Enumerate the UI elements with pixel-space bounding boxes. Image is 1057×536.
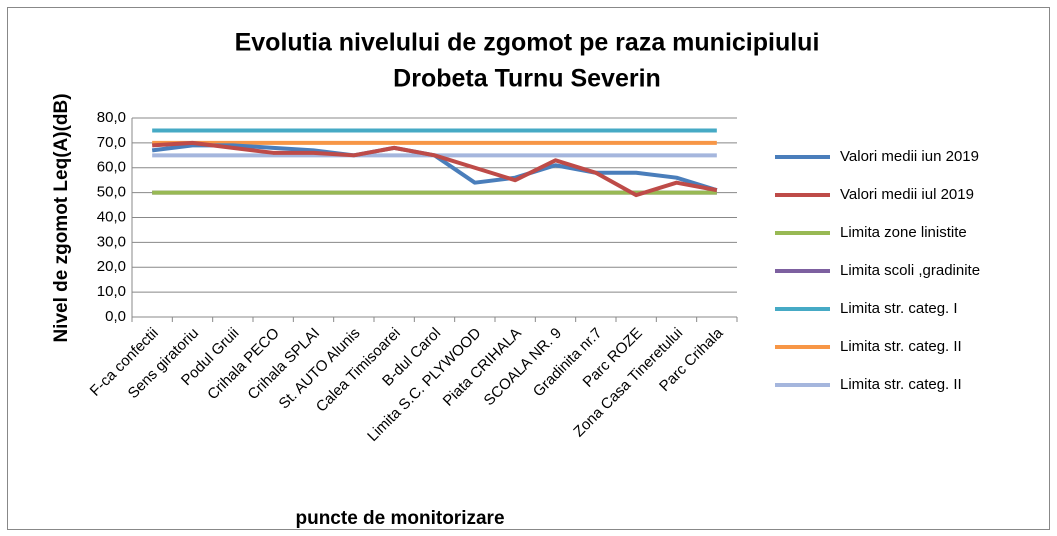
x-axis-title: puncte de monitorizare (295, 508, 504, 529)
legend-label: Valori medii iul 2019 (840, 186, 974, 203)
y-tick-label: 20,0 (97, 258, 126, 275)
y-tick-label: 60,0 (97, 159, 126, 176)
chart-border (7, 7, 1050, 530)
y-tick-label: 50,0 (97, 184, 126, 201)
y-axis-title: Nivel de zgomot Leq(A)(dB) (51, 93, 72, 342)
legend-label: Limita zone linistite (840, 224, 967, 241)
y-tick-label: 0,0 (105, 308, 126, 325)
legend-label: Limita str. categ. I (840, 300, 958, 317)
legend-label: Limita scoli ,gradinite (840, 262, 980, 279)
chart-title: Evolutia nivelului de zgomot pe raza mun… (235, 29, 820, 57)
y-tick-label: 30,0 (97, 233, 126, 250)
y-tick-label: 40,0 (97, 208, 126, 225)
legend-label: Limita str. categ. II (840, 376, 962, 393)
y-tick-label: 10,0 (97, 283, 126, 300)
legend-label: Limita str. categ. II (840, 338, 962, 355)
legend-label: Valori medii iun 2019 (840, 148, 979, 165)
chart-title: Drobeta Turnu Severin (393, 65, 661, 93)
y-tick-label: 80,0 (97, 109, 126, 126)
series-line (152, 140, 718, 198)
y-tick-label: 70,0 (97, 134, 126, 151)
